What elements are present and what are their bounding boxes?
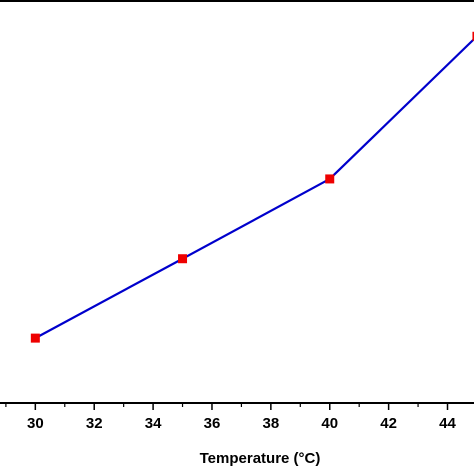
data-point-marker — [472, 31, 474, 41]
x-tick-labels: 30 32 34 36 38 40 42 44 — [27, 415, 457, 432]
x-tick-label: 30 — [27, 415, 44, 432]
x-axis-title: Temperature (°C) — [200, 450, 321, 467]
x-tick-label: 44 — [439, 415, 456, 432]
x-tick-label: 40 — [321, 415, 338, 432]
x-tick-label: 42 — [380, 415, 397, 432]
x-tick-label: 36 — [204, 415, 221, 432]
data-point-marker — [178, 254, 188, 264]
x-tick-label: 34 — [145, 415, 162, 432]
series-line — [34, 37, 474, 340]
data-point-marker — [30, 333, 40, 343]
axes — [0, 0, 474, 410]
x-tick-label: 32 — [86, 415, 103, 432]
series-markers — [30, 31, 474, 343]
x-tick-label: 38 — [263, 415, 280, 432]
data-point-marker — [325, 174, 335, 184]
series-lines — [34, 37, 474, 340]
